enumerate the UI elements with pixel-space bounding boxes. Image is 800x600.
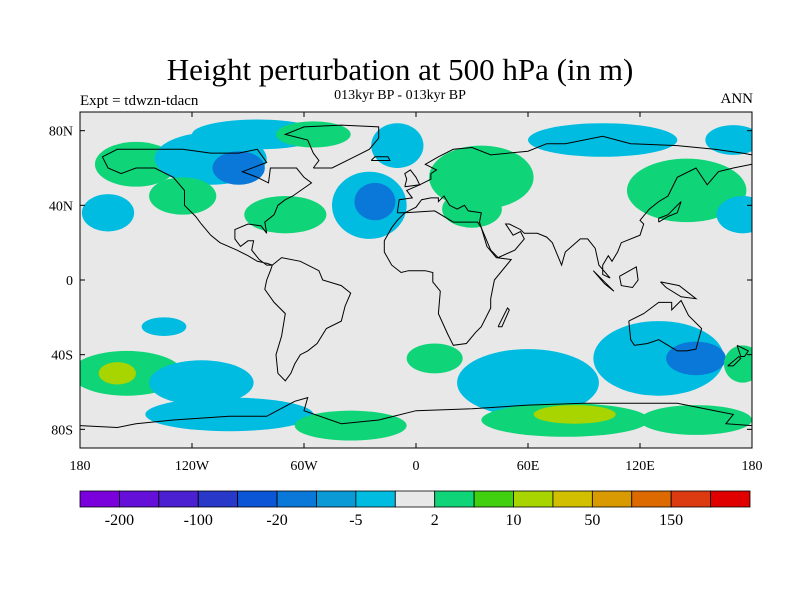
anomaly-region	[244, 196, 327, 234]
coastline	[619, 266, 639, 289]
lon-tick-label: 60W	[290, 459, 318, 474]
anomaly-region	[705, 125, 752, 155]
colorbar-swatch	[434, 490, 475, 508]
colorbar-label: -20	[266, 512, 287, 529]
colorbar-swatch	[197, 490, 239, 508]
anomaly-region	[149, 177, 217, 215]
colorbar-swatch	[710, 490, 751, 508]
season-label: ANN	[720, 91, 754, 107]
anomaly-region	[666, 341, 726, 376]
colorbar-label: 150	[659, 512, 683, 529]
coastline	[404, 169, 421, 188]
coastline	[396, 135, 752, 279]
coastlines	[80, 124, 752, 429]
coastline	[101, 148, 313, 266]
coastline	[736, 344, 750, 357]
anomaly-region	[640, 405, 752, 435]
anomaly-region	[212, 151, 265, 185]
coastline	[628, 299, 703, 352]
experiment-label: Expt = tdwzn-tdacn	[80, 93, 199, 109]
chart-subtitle: 013kyr BP - 013kyr BP	[334, 88, 466, 103]
anomaly-region	[149, 360, 254, 406]
colorbar-label: -5	[349, 512, 362, 529]
coastline	[80, 396, 752, 429]
coastline	[592, 270, 615, 292]
lon-tick-label: 60E	[517, 459, 540, 474]
colorbar-label: 10	[506, 512, 522, 529]
colorbar-swatch	[119, 490, 160, 508]
anomaly-region	[724, 345, 752, 383]
lat-tick-label: 40N	[49, 199, 73, 214]
anomaly-region	[533, 405, 616, 424]
colorbar-swatch	[316, 490, 357, 508]
coastline	[497, 307, 510, 328]
anomaly-region	[593, 321, 725, 396]
colorbar-label: 2	[431, 512, 439, 529]
colorbar-swatch	[79, 490, 120, 508]
anomaly-region	[141, 317, 187, 336]
colorbar-swatch	[591, 490, 633, 508]
lat-tick-label: 0	[66, 274, 73, 289]
map-axes: 80N 40N 0 40S 80S 180 120W 60W 0 60E 120E 180	[49, 112, 763, 474]
colorbar-label: -200	[105, 512, 134, 529]
colorbar-swatch	[355, 490, 396, 508]
lon-tick-label: 120E	[625, 459, 655, 474]
lat-tick-label: 80N	[49, 125, 73, 140]
anomaly-region	[429, 145, 534, 210]
anomaly-region	[145, 397, 314, 432]
anomaly-region	[276, 121, 351, 148]
lon-tick-label: 0	[413, 459, 420, 474]
lon-tick-label: 180	[742, 459, 763, 474]
anomaly-region	[98, 362, 136, 385]
coastline	[283, 124, 380, 169]
coastline	[658, 201, 682, 223]
lon-tick-label: 180	[70, 459, 91, 474]
colorbar-swatch	[237, 490, 278, 508]
colorbar-label: -100	[184, 512, 213, 529]
coastline	[264, 257, 352, 382]
colorbar-label: 50	[584, 512, 600, 529]
colorbar-swatch	[670, 490, 711, 508]
coastline	[383, 210, 513, 346]
colorbar-swatch	[276, 490, 317, 508]
colorbar-swatch	[513, 490, 554, 508]
map-area	[79, 111, 753, 449]
anomaly-region	[457, 349, 599, 417]
lat-tick-label: 40S	[51, 349, 73, 364]
colorbar-swatch	[473, 490, 514, 508]
coastline	[727, 355, 742, 367]
lat-tick-label: 80S	[51, 423, 73, 438]
lon-tick-label: 120W	[175, 459, 210, 474]
colorbar-swatch	[552, 490, 593, 508]
anomaly-region	[406, 343, 463, 374]
anomaly-region	[81, 194, 135, 232]
coastline	[660, 281, 698, 300]
chart-title: Height perturbation at 500 hPa (in m)	[166, 52, 634, 87]
anomaly-region	[354, 182, 396, 221]
anomaly-region	[442, 190, 502, 228]
colorbar-swatch	[631, 490, 672, 508]
colorbar-swatch	[394, 490, 436, 508]
anomaly-region	[528, 123, 678, 157]
anomaly-region	[716, 196, 752, 234]
colorbar: -200 -100 -20 -5 2 10 50 150	[79, 490, 751, 529]
anomaly-region	[294, 410, 407, 441]
coastline	[370, 156, 391, 161]
colorbar-swatch	[158, 490, 199, 508]
